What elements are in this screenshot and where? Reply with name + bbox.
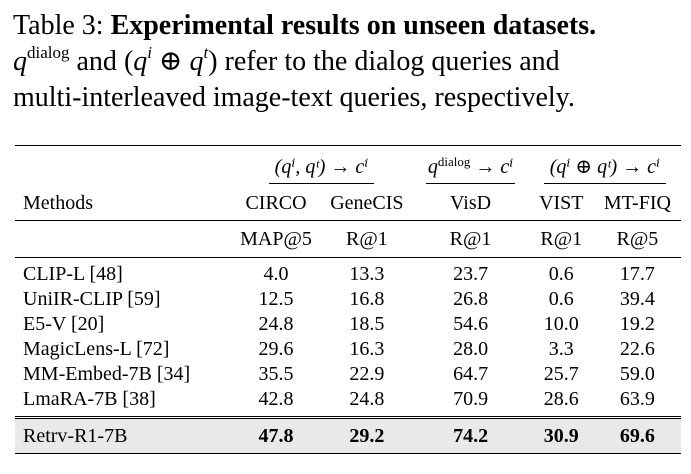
dataset-mt-fiq: MT-FIQ [603,191,671,214]
table-cell-best: 47.8 [230,417,322,454]
table-cell: 64.7 [453,363,489,385]
group-header-row: (qⁱ, qᵗ) → cⁱ qdialog → cⁱ (qⁱ ⊕ qᵗ) → c… [15,145,681,187]
group-header-dialog: qdialog → cⁱ [412,146,528,187]
table-cell: 26.8 [453,288,489,310]
table-row: CLIP-L [48] 4.0 13.3 23.7 0.6 17.7 [15,257,681,288]
table-row: LmaRA-7B [38] 42.8 24.8 70.9 28.6 63.9 [15,387,681,418]
group-header-composed: (qⁱ, qᵗ) → cⁱ [231,146,413,187]
table-cell: 28.6 [543,388,579,410]
table-cell: 39.4 [619,288,655,310]
table-cell: 19.2 [619,313,655,335]
table-cell: 0.6 [548,288,574,310]
caption-qt-symbol: q [189,46,204,77]
metric-genecis: R@1 [346,227,388,250]
metric-visd: R@1 [449,227,492,250]
caption-oplus: ⊕ [159,46,183,77]
table-cell: 23.7 [453,263,489,285]
caption-text-rest: refer to the dialog queries and [224,46,560,77]
dataset-genecis: GeneCIS [330,191,404,214]
method-name: UniIR-CLIP [59] [23,288,161,310]
table-cell-best: 29.2 [321,417,413,454]
metric-mt-fiq: R@5 [616,227,659,250]
caption-line-1: Table 3: Experimental results on unseen … [13,8,683,44]
table-cell: 24.8 [349,388,385,410]
method-name: MagicLens-L [72] [23,338,170,360]
table-cell: 59.0 [619,363,655,385]
table-row: MM-Embed-7B [34] 35.5 22.9 64.7 25.7 59.… [15,362,681,387]
dataset-visd: VisD [450,191,492,214]
results-table: (qⁱ, qᵗ) → cⁱ qdialog → cⁱ (qⁱ ⊕ qᵗ) → c… [15,145,681,454]
metric-vist: R@1 [540,227,583,250]
table-cell: 4.0 [263,263,289,285]
group-header-dialog-q: q [427,155,438,178]
caption-t-sup: t [203,43,209,62]
caption-dialog-sup: dialog [27,43,70,62]
table-cell: 12.5 [258,288,294,310]
dataset-vist: VIST [539,191,584,214]
caption-line-3: multi-interleaved image-text queries, re… [13,82,575,113]
caption-qi-symbol: q [133,46,148,77]
table-cell-best: 69.6 [593,417,681,454]
table-row-ours: Retrv-R1-7B 47.8 29.2 74.2 30.9 69.6 [15,417,681,454]
table-row: MagicLens-L [72] 29.6 16.3 28.0 3.3 22.6 [15,337,681,362]
caption-label: Table 3: [13,10,104,41]
caption-title: Experimental results on unseen datasets. [110,10,597,41]
results-table-wrap: (qⁱ, qᵗ) → cⁱ qdialog → cⁱ (qⁱ ⊕ qᵗ) → c… [15,145,681,454]
table-cell: 13.3 [349,263,385,285]
table-cell: 16.8 [349,288,385,310]
table-cell: 28.0 [453,338,489,360]
table-row: UniIR-CLIP [59] 12.5 16.8 26.8 0.6 39.4 [15,287,681,312]
method-name: LmaRA-7B [38] [23,388,156,410]
table-cell: 10.0 [543,313,579,335]
caption-q-symbol: q [13,46,27,77]
group-header-composed-label: (qⁱ, qᵗ) → cⁱ [268,155,375,184]
dataset-circo: CIRCO [245,191,307,214]
table-cell: 70.9 [453,388,489,410]
table-cell: 22.9 [349,363,385,385]
table-cell: 63.9 [619,388,655,410]
table-cell: 3.3 [548,338,574,360]
method-name: MM-Embed-7B [34] [23,363,191,385]
caption-line-2: qdialog and (qi ⊕ qt) refer to the dialo… [13,43,560,77]
table-cell: 22.6 [619,338,655,360]
table-caption: Table 3: Experimental results on unseen … [13,8,683,116]
table-cell: 17.7 [619,263,655,285]
table-cell-best: 74.2 [412,417,529,454]
group-header-dialog-tail: → cⁱ [470,155,514,178]
caption-i-sup: i [147,43,152,62]
caption-and: and [76,46,117,77]
group-header-interleaved: (qⁱ ⊕ qᵗ) → cⁱ [529,146,681,187]
table-cell: 25.7 [543,363,579,385]
table-cell: 16.3 [349,338,385,360]
table-cell: 29.6 [258,338,294,360]
table-row: E5-V [20] 24.8 18.5 54.6 10.0 19.2 [15,312,681,337]
methods-header: Methods [23,191,93,214]
table-cell: 54.6 [453,313,489,335]
metric-header-row: MAP@5 R@1 R@1 R@1 R@5 [15,220,681,258]
group-header-interleaved-label: (qⁱ ⊕ qᵗ) → cⁱ [543,155,667,184]
table-cell-best: 30.9 [528,417,594,454]
metric-circo: MAP@5 [240,227,312,250]
table-cell: 0.6 [548,263,574,285]
dataset-header-row: Methods CIRCO GeneCIS VisD VIST MT-FIQ [15,186,681,221]
table-cell: 42.8 [258,388,294,410]
group-header-dialog-sup: dialog [437,153,471,169]
table-cell: 18.5 [349,313,385,335]
table-cell: 35.5 [258,363,294,385]
method-name: CLIP-L [48] [23,263,123,285]
method-name-ours: Retrv-R1-7B [15,417,231,454]
method-name: E5-V [20] [23,313,105,335]
table-cell: 24.8 [258,313,294,335]
